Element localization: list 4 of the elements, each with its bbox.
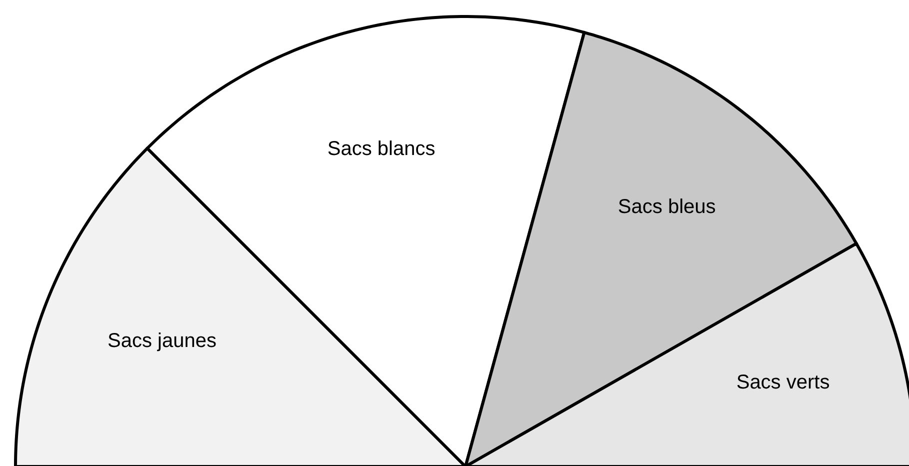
- slice-label: Sacs blancs: [327, 138, 436, 160]
- slice-label: Sacs bleus: [618, 196, 716, 218]
- slice-label: Sacs jaunes: [108, 330, 216, 352]
- slice-label: Sacs verts: [736, 371, 830, 394]
